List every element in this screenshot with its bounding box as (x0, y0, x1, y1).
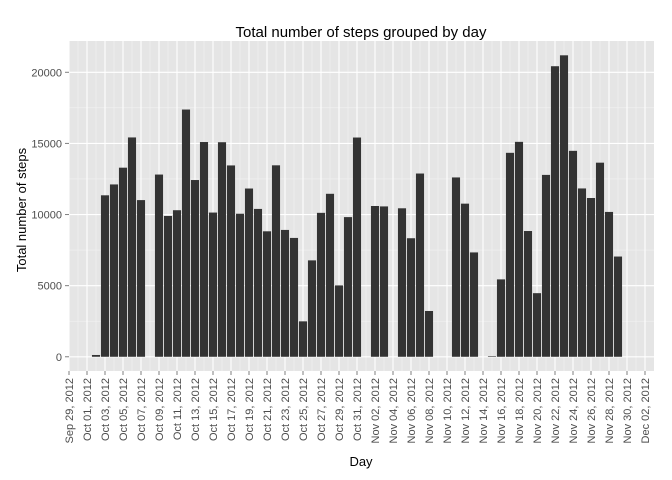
x-tick-label: Oct 31, 2012 (352, 378, 364, 441)
x-tick-label: Oct 09, 2012 (154, 378, 166, 441)
x-tick-label: Oct 23, 2012 (280, 378, 292, 441)
bar (253, 208, 263, 357)
bar (568, 150, 578, 357)
x-tick-label: Nov 12, 2012 (460, 378, 472, 443)
x-axis: Sep 29, 2012 Oct 01, 2012 Oct 03, 2012 Oct … (64, 371, 652, 443)
x-tick-label: Nov 06, 2012 (406, 378, 418, 443)
bar (370, 206, 380, 357)
bar (550, 66, 560, 357)
bar (469, 252, 479, 357)
x-tick-label: Oct 05, 2012 (118, 378, 130, 441)
chart-title: Total number of steps grouped by day (236, 24, 487, 41)
bar (577, 188, 587, 357)
bar (235, 213, 245, 357)
x-tick-label: Nov 30, 2012 (622, 378, 634, 443)
bar (244, 188, 254, 357)
x-tick-label: Oct 03, 2012 (100, 378, 112, 441)
x-tick-label: Oct 21, 2012 (262, 378, 274, 441)
x-tick-label: Oct 01, 2012 (82, 378, 94, 441)
x-tick-label: Nov 14, 2012 (478, 378, 490, 443)
x-tick-label: Oct 13, 2012 (190, 378, 202, 441)
bar (91, 354, 101, 357)
bar (415, 173, 425, 357)
x-tick-label: Nov 20, 2012 (532, 378, 544, 443)
bar (424, 310, 434, 357)
bar (226, 165, 236, 357)
bar (208, 212, 218, 357)
x-tick-label: Oct 19, 2012 (244, 378, 256, 441)
bar (595, 162, 605, 357)
bar (586, 198, 596, 357)
y-tick-label: 10000 (31, 210, 62, 222)
x-axis-title: Day (349, 454, 373, 469)
x-tick-label: Nov 28, 2012 (604, 378, 616, 443)
y-tick-label: 20000 (31, 67, 62, 79)
bar (109, 184, 119, 357)
bar (604, 211, 614, 357)
bar (118, 167, 128, 357)
y-tick-label: 15000 (31, 138, 62, 150)
bar (541, 174, 551, 357)
x-tick-label: Nov 18, 2012 (514, 378, 526, 443)
x-tick-label: Sep 29, 2012 (64, 378, 76, 443)
bar (487, 356, 497, 357)
bar (397, 208, 407, 357)
bar (613, 256, 623, 357)
bar (307, 260, 317, 357)
y-tick-label: 5000 (38, 281, 62, 293)
x-tick-label: Oct 17, 2012 (226, 378, 238, 441)
bar (262, 231, 272, 357)
bar (199, 142, 209, 357)
bar (298, 321, 308, 357)
x-tick-label: Nov 10, 2012 (442, 378, 454, 443)
bar (316, 212, 326, 357)
bar (289, 237, 299, 357)
bar (172, 210, 182, 357)
x-tick-label: Nov 04, 2012 (388, 378, 400, 443)
bar (280, 229, 290, 357)
x-tick-label: Oct 25, 2012 (298, 378, 310, 441)
x-tick-label: Oct 07, 2012 (136, 378, 148, 441)
bar (460, 203, 470, 357)
bar (217, 142, 227, 357)
x-tick-label: Nov 08, 2012 (424, 378, 436, 443)
x-tick-label: Oct 15, 2012 (208, 378, 220, 441)
x-tick-label: Oct 29, 2012 (334, 378, 346, 441)
bar (334, 285, 344, 357)
bar (559, 55, 569, 357)
bar-series (91, 55, 623, 357)
bar (154, 174, 164, 357)
bar (505, 152, 515, 357)
x-tick-label: Oct 27, 2012 (316, 378, 328, 441)
bar (190, 180, 200, 357)
x-tick-label: Nov 22, 2012 (550, 378, 562, 443)
bar (325, 193, 335, 357)
bar (343, 217, 353, 357)
bar (379, 206, 389, 357)
bar (496, 279, 506, 357)
bar (136, 200, 146, 357)
bar (100, 195, 110, 357)
x-tick-label: Nov 26, 2012 (586, 378, 598, 443)
x-tick-label: Dec 02, 2012 (640, 378, 652, 443)
x-tick-label: Nov 24, 2012 (568, 378, 580, 443)
y-tick-label: 0 (56, 352, 62, 364)
y-axis: 0 5000 10000 15000 20000 (31, 67, 69, 364)
bar (352, 137, 362, 357)
x-tick-label: Nov 16, 2012 (496, 378, 508, 443)
bar (181, 109, 191, 357)
bar (271, 165, 281, 357)
y-axis-title: Total number of steps (14, 147, 29, 272)
bar (514, 141, 524, 357)
bar (451, 177, 461, 357)
bar (163, 215, 173, 357)
bar (127, 137, 137, 357)
bar (406, 238, 416, 357)
bar (532, 293, 542, 357)
x-tick-label: Nov 02, 2012 (370, 378, 382, 443)
x-tick-label: Oct 11, 2012 (172, 378, 184, 440)
bar (523, 231, 533, 357)
